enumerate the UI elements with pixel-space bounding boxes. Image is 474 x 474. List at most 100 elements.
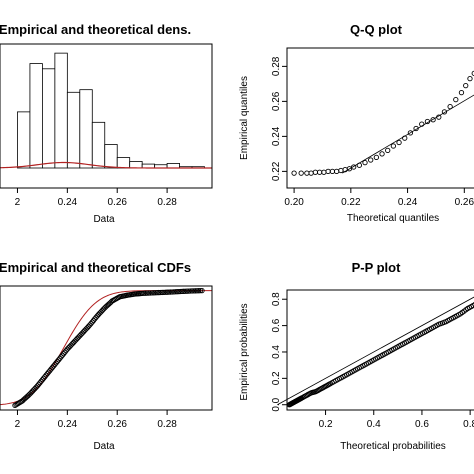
ecdf-point <box>152 290 159 296</box>
ecdf-point <box>196 288 202 294</box>
qq-xtick-label: 0.26 <box>455 197 474 208</box>
qq-point <box>396 139 402 146</box>
qq-point <box>329 168 336 175</box>
ecdf-point <box>161 289 167 296</box>
density-xtick-label: 0.24 <box>58 197 78 208</box>
qq-xtick-label: 0.24 <box>398 197 418 208</box>
histogram-bar <box>104 144 118 169</box>
histogram-bar <box>116 157 131 169</box>
qq-point <box>467 75 473 82</box>
ecdf-point <box>146 290 152 296</box>
ecdf-point <box>169 289 175 295</box>
qq-xlabel: Theoretical quantiles <box>347 213 439 224</box>
qq-point <box>333 168 340 175</box>
pp-xtick-label: 0.6 <box>415 419 429 430</box>
qq-point <box>368 157 374 163</box>
pp-xtick-label: 0.2 <box>319 419 333 430</box>
qq-point <box>356 162 362 168</box>
pp-ytick-label: 0.8 <box>271 292 282 306</box>
histogram-bar <box>166 163 180 169</box>
ecdf-point <box>144 290 150 296</box>
histogram-bar <box>54 52 68 169</box>
qq-point <box>298 170 304 176</box>
pp-point <box>472 302 474 307</box>
qq-point <box>291 170 297 176</box>
qq-point <box>453 96 459 103</box>
ecdf-point <box>162 289 169 295</box>
qq-point <box>458 89 465 96</box>
qq-ylabel: Empirical quantiles <box>239 76 250 160</box>
qq-point <box>373 154 380 161</box>
qq-point <box>312 169 319 175</box>
qq-point <box>379 151 385 157</box>
pp-xlabel: Theoretical probabilities <box>340 441 446 452</box>
histogram-bar <box>91 121 106 169</box>
density-panel: Empirical and theoretical dens. 2 0.24 0.2… <box>0 22 213 225</box>
ecdf-point <box>176 288 182 295</box>
qq-point <box>424 118 431 125</box>
qq-point <box>325 168 331 175</box>
qq-ytick-label: 0.22 <box>271 161 282 181</box>
qq-point <box>463 82 469 89</box>
ecdf-point <box>167 289 174 295</box>
qq-point <box>321 169 327 175</box>
ecdf-point <box>186 288 192 294</box>
ecdf-point <box>171 289 177 295</box>
density-xtick-label: 0.26 <box>107 197 127 208</box>
ecdf-point <box>189 288 195 294</box>
pp-ytick-label: 0.2 <box>271 371 282 385</box>
ecdf-point <box>156 289 162 296</box>
qq-xtick-label: 0.22 <box>341 197 361 208</box>
qq-ytick-label: 0.24 <box>271 126 282 146</box>
ecdf-point <box>154 290 160 296</box>
qq-point <box>436 114 442 120</box>
ecdf-point <box>199 287 205 294</box>
cdf-xtick-label: 0.26 <box>107 419 127 430</box>
qq-point <box>362 159 368 166</box>
ecdf-point <box>187 288 194 294</box>
ecdf-point <box>194 288 200 294</box>
ecdf-point <box>164 289 170 295</box>
cdf-xtick-label: 0.24 <box>58 419 78 430</box>
cdf-panel: Empirical and theoretical CDFs 2 0.24 0.26… <box>0 260 213 452</box>
ecdf-point <box>174 289 180 295</box>
ecdf-point <box>197 287 204 294</box>
qq-point <box>304 170 310 176</box>
density-xlabel: Data <box>93 214 115 225</box>
ecdf-point <box>149 290 155 296</box>
pp-title: P-P plot <box>352 260 402 275</box>
qq-point <box>385 147 391 154</box>
cdf-title: Empirical and theoretical CDFs <box>0 260 191 275</box>
qq-ytick-label: 0.28 <box>271 56 282 76</box>
qq-point <box>390 143 397 149</box>
qq-point <box>419 121 425 127</box>
ecdf-point <box>182 288 189 294</box>
ecdf-point <box>147 290 154 296</box>
qq-point <box>407 130 414 136</box>
qq-reference-line <box>342 94 474 174</box>
ecdf-point <box>157 289 164 296</box>
qq-xtick-label: 0.20 <box>284 197 304 208</box>
pp-xtick-label: 0.4 <box>367 419 381 430</box>
qq-point <box>338 167 344 174</box>
ecdf-point <box>191 288 197 294</box>
histogram-bar <box>66 91 81 169</box>
density-curve <box>0 161 212 169</box>
density-xtick-label: 2 <box>15 197 21 208</box>
density-title: Empirical and theoretical dens. <box>0 22 191 37</box>
ecdf-point <box>181 288 187 294</box>
pp-frame <box>286 289 474 411</box>
cdf-xlabel: Data <box>93 441 115 452</box>
cdf-frame <box>0 285 213 411</box>
density-frame <box>0 43 213 189</box>
histogram-bar <box>17 111 31 169</box>
qq-panel: Q-Q plot 0.20 0.22 0.24 0.26 0.22 0.24 0.26 0.… <box>239 22 474 224</box>
ecdf-point <box>151 290 157 296</box>
qq-point <box>308 170 314 176</box>
qq-point <box>413 125 419 132</box>
qq-frame <box>286 47 474 189</box>
histogram-bar <box>29 63 43 169</box>
ecdf-point <box>142 290 149 296</box>
ecdf-point <box>159 289 165 296</box>
qq-title: Q-Q plot <box>350 22 403 37</box>
